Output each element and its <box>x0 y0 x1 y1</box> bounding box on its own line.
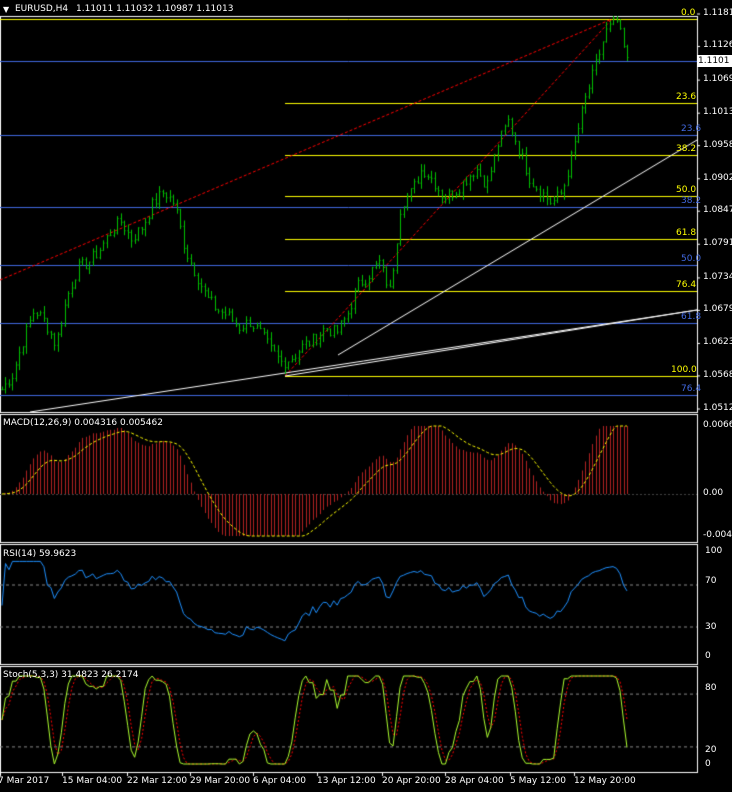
stoch-tick-2: 0 <box>705 759 711 769</box>
price-tick-12: 1.0512 <box>703 403 732 413</box>
time-tick-1: 15 Mar 04:00 <box>62 776 123 786</box>
time-tick-2: 22 Mar 12:00 <box>127 776 188 786</box>
time-tick-3: 29 Mar 20:00 <box>190 776 251 786</box>
fib-blue-label-3: 61.8 <box>681 312 702 322</box>
macd-tick-1: 0.00 <box>703 488 724 498</box>
price-tick-10: 1.0623 <box>703 337 732 348</box>
price-tick-8: 1.0734 <box>703 271 732 282</box>
fib-blue-label-4: 76.4 <box>681 384 702 394</box>
price-tick-7: 1.0791 <box>703 238 732 249</box>
price-tick-6: 1.0847 <box>703 205 732 216</box>
time-tick-7: 28 Apr 04:00 <box>445 776 504 786</box>
rsi-tick-1: 70 <box>705 576 717 586</box>
price-tick-5: 1.0902 <box>703 172 732 183</box>
time-tick-9: 12 May 20:00 <box>574 776 636 786</box>
price-tick-9: 1.0679 <box>703 304 732 315</box>
macd-tick-0: 0.0066 <box>703 420 732 430</box>
fib-blue-label-2: 50.0 <box>681 254 702 264</box>
price-tick-2: 1.1069 <box>703 74 732 85</box>
chart-quote-label: 1.11011 1.11032 1.10987 1.11013 <box>76 4 234 14</box>
rsi-tick-0: 100 <box>705 546 723 556</box>
stoch-title: Stoch(5,3,3) 31.4823 26.2174 <box>3 670 139 680</box>
stoch-tick-0: 80 <box>705 683 717 693</box>
current-price-tag: 1.1101 <box>697 55 732 67</box>
fib-yellow-label-6: 100.0 <box>671 365 697 375</box>
price-tick-3: 1.1013 <box>703 107 732 118</box>
chart-symbol-label: EURUSD,H4 <box>15 4 69 14</box>
fib-yellow-label-1: 23.6 <box>676 92 697 102</box>
time-tick-5: 13 Apr 12:00 <box>317 776 376 786</box>
time-tick-0: 7 Mar 2017 <box>0 776 50 786</box>
symbol-menu-icon[interactable]: ▼ <box>3 5 10 14</box>
rsi-tick-2: 30 <box>705 622 717 632</box>
rsi-title: RSI(14) 59.9623 <box>3 549 77 559</box>
price-tick-11: 1.0568 <box>703 369 732 380</box>
macd-tick-2: -0.0040 <box>703 530 732 540</box>
time-tick-6: 20 Apr 20:00 <box>382 776 441 786</box>
rsi-tick-3: 0 <box>705 651 711 661</box>
fib-blue-label-0: 23.6 <box>681 124 702 134</box>
fib-yellow-label-3: 50.0 <box>676 185 697 195</box>
stoch-tick-1: 20 <box>705 745 717 755</box>
macd-title: MACD(12,26,9) 0.004316 0.005462 <box>3 418 163 428</box>
fib-yellow-label-0: 0.0 <box>681 8 696 18</box>
price-tick-4: 1.0958 <box>703 139 732 150</box>
time-tick-8: 5 May 12:00 <box>510 776 566 786</box>
fib-yellow-label-2: 38.2 <box>676 144 697 154</box>
fib-blue-label-1: 38.2 <box>681 196 702 206</box>
price-tick-1: 1.1126 <box>703 40 732 51</box>
price-tick-0: 1.1181 <box>703 8 732 18</box>
fib-yellow-label-4: 61.8 <box>676 228 697 238</box>
fib-yellow-label-5: 76.4 <box>676 280 697 290</box>
time-tick-4: 6 Apr 04:00 <box>253 776 306 786</box>
